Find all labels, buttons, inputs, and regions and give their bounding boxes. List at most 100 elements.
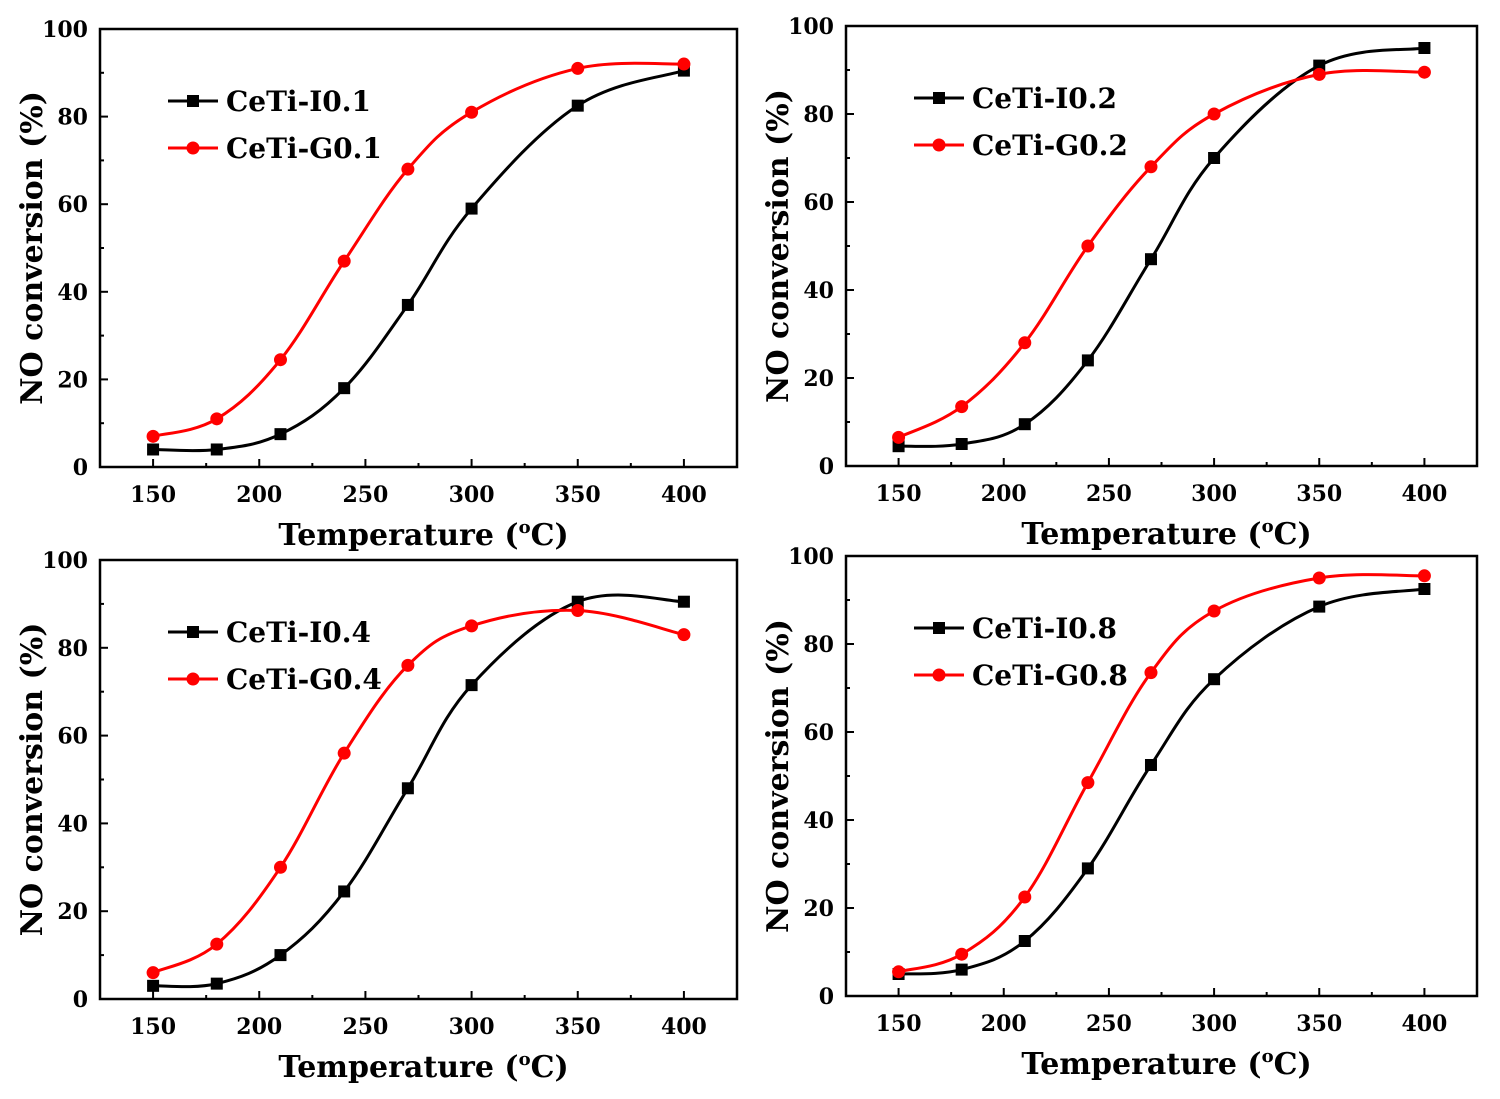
data-point-CeTi-G0.1-300 xyxy=(465,105,479,119)
data-point-CeTi-I0.8-270 xyxy=(1144,759,1157,771)
x-axis-title: Temperature (oC) xyxy=(1021,516,1311,552)
y-tick-label: 100 xyxy=(42,548,88,574)
x-tick-label: 350 xyxy=(555,1014,601,1040)
y-tick-label: 0 xyxy=(819,454,834,480)
legend-label: CeTi-G0.4 xyxy=(226,663,382,696)
data-point-CeTi-G0.2-350 xyxy=(1312,67,1326,81)
x-tick-label: 400 xyxy=(661,1014,707,1040)
data-point-CeTi-I0.1-240 xyxy=(338,382,351,395)
legend-label: CeTi-I0.4 xyxy=(226,616,371,649)
data-point-CeTi-I0.1-210 xyxy=(274,428,287,441)
legend-label: CeTi-G0.2 xyxy=(972,129,1128,162)
x-tick-label: 300 xyxy=(449,482,495,508)
y-tick-label: 20 xyxy=(803,366,834,392)
x-tick-label: 300 xyxy=(449,1014,495,1040)
x-tick-label: 150 xyxy=(876,1011,922,1037)
x-tick-label: 400 xyxy=(1401,1011,1447,1037)
data-point-CeTi-I0.4-180 xyxy=(210,977,223,990)
legend-marker xyxy=(932,138,946,152)
legend-label: CeTi-G0.1 xyxy=(226,132,382,165)
legend-marker xyxy=(187,626,199,638)
data-point-CeTi-G0.8-150 xyxy=(892,965,906,979)
data-point-CeTi-G0.4-180 xyxy=(210,937,224,951)
x-tick-label: 400 xyxy=(1401,481,1447,507)
data-point-CeTi-I0.2-350 xyxy=(1313,59,1326,72)
y-axis-title: NO conversion (%) xyxy=(15,91,50,405)
y-tick-label: 100 xyxy=(788,544,834,570)
data-point-CeTi-I0.4-270 xyxy=(401,782,414,795)
y-tick-label: 20 xyxy=(57,899,88,925)
legend-label: CeTi-I0.8 xyxy=(972,612,1117,645)
data-point-CeTi-G0.2-300 xyxy=(1207,107,1221,121)
y-tick-label: 20 xyxy=(803,896,834,922)
y-tick-label: 80 xyxy=(803,632,834,658)
data-point-CeTi-G0.8-180 xyxy=(955,947,969,961)
data-point-CeTi-G0.1-150 xyxy=(146,429,160,443)
data-point-CeTi-G0.4-240 xyxy=(337,746,351,760)
series-line-CeTi-G0.1 xyxy=(152,61,684,438)
data-point-CeTi-I0.8-300 xyxy=(1208,673,1221,686)
legend-label: CeTi-I0.1 xyxy=(226,85,371,118)
x-axis-title: Temperature (oC) xyxy=(278,1049,568,1085)
data-point-CeTi-G0.4-300 xyxy=(465,619,479,633)
x-tick-label: 150 xyxy=(130,1014,176,1040)
panel-bottom-right: 150 200 250 300 350 400 0 20 40 60 80 100 Temperatur… xyxy=(761,544,1479,1082)
series-line-CeTi-I0.8 xyxy=(898,587,1425,976)
data-point-CeTi-I0.4-300 xyxy=(465,679,478,692)
legend-label: CeTi-I0.2 xyxy=(972,82,1117,115)
panel-top-left: 150 200 250 300 350 400 0 20 40 60 80 100 Temperatur… xyxy=(15,17,739,553)
data-point-CeTi-G0.8-350 xyxy=(1312,571,1326,585)
x-tick-label: 350 xyxy=(555,482,601,508)
x-tick-label: 150 xyxy=(130,482,176,508)
x-tick-label: 250 xyxy=(342,482,388,508)
data-point-CeTi-G0.8-300 xyxy=(1207,604,1221,618)
data-point-CeTi-G0.4-400 xyxy=(677,628,691,642)
x-tick-label: 200 xyxy=(981,1011,1027,1037)
y-tick-label: 0 xyxy=(819,984,834,1010)
y-tick-label: 80 xyxy=(57,636,88,662)
legend-marker xyxy=(933,92,945,104)
y-tick-label: 60 xyxy=(803,720,834,746)
x-tick-label: 250 xyxy=(1086,1011,1132,1037)
data-point-CeTi-I0.4-150 xyxy=(147,979,160,992)
data-point-CeTi-G0.2-150 xyxy=(892,430,906,444)
x-tick-label: 250 xyxy=(1086,481,1132,507)
x-tick-label: 200 xyxy=(981,481,1027,507)
data-point-CeTi-I0.2-400 xyxy=(1418,42,1431,54)
x-axis-title: Temperature (oC) xyxy=(1021,1046,1311,1082)
plot-frame xyxy=(98,558,739,1001)
x-tick-label: 300 xyxy=(1191,481,1237,507)
data-point-CeTi-G0.2-210 xyxy=(1018,336,1032,350)
data-point-CeTi-I0.2-240 xyxy=(1081,354,1094,367)
y-tick-label: 100 xyxy=(788,14,834,40)
y-tick-label: 60 xyxy=(57,192,88,218)
data-point-CeTi-G0.2-180 xyxy=(955,400,969,414)
data-point-CeTi-I0.1-150 xyxy=(147,443,160,456)
data-point-CeTi-I0.2-300 xyxy=(1208,152,1221,164)
data-point-CeTi-I0.1-300 xyxy=(465,202,478,215)
y-tick-label: 100 xyxy=(42,17,88,43)
y-axis-title: NO conversion (%) xyxy=(15,623,50,937)
plot-frame xyxy=(98,27,739,469)
data-point-CeTi-I0.2-270 xyxy=(1144,253,1157,266)
x-tick-label: 150 xyxy=(876,481,922,507)
data-point-CeTi-G0.1-240 xyxy=(337,254,351,268)
data-point-CeTi-G0.1-350 xyxy=(571,61,585,75)
x-tick-label: 200 xyxy=(236,482,282,508)
y-tick-label: 40 xyxy=(57,811,88,837)
data-point-CeTi-G0.1-400 xyxy=(677,57,691,71)
x-tick-label: 300 xyxy=(1191,1011,1237,1037)
x-tick-label: 350 xyxy=(1296,481,1342,507)
data-point-CeTi-I0.4-240 xyxy=(338,885,351,898)
data-point-CeTi-G0.8-400 xyxy=(1417,569,1431,583)
data-point-CeTi-I0.8-240 xyxy=(1081,862,1094,875)
y-tick-label: 80 xyxy=(803,102,834,128)
data-point-CeTi-G0.1-270 xyxy=(401,162,415,176)
y-tick-label: 40 xyxy=(803,808,834,834)
y-tick-label: 80 xyxy=(57,105,88,131)
data-point-CeTi-G0.1-210 xyxy=(273,353,287,367)
legend-marker xyxy=(187,95,199,107)
x-axis-title: Temperature (oC) xyxy=(278,517,568,553)
data-point-CeTi-I0.4-350 xyxy=(571,595,584,608)
